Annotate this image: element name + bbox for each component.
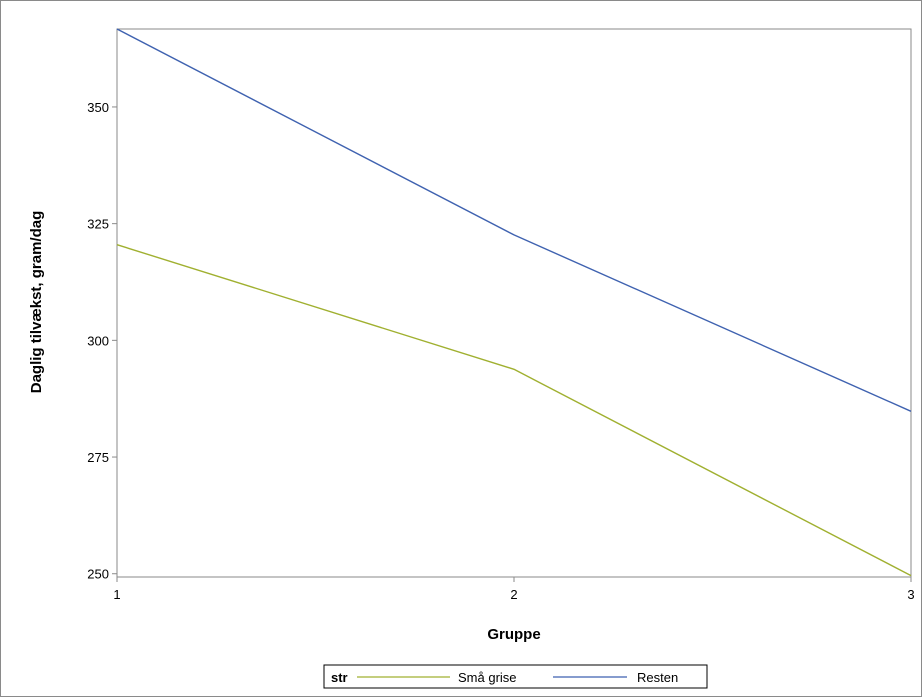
series-line-resten — [116, 28, 912, 412]
y-tick-label: 300 — [87, 333, 109, 348]
legend-label-resten: Resten — [637, 670, 678, 685]
legend-label-sma-grise: Små grise — [458, 670, 517, 685]
y-axis: 250 275 300 325 350 — [87, 100, 117, 582]
x-axis: 1 2 3 — [113, 577, 915, 602]
series-lines — [116, 28, 912, 577]
y-tick-label: 250 — [87, 567, 109, 582]
y-tick-label: 325 — [87, 217, 109, 232]
legend: str Små grise Resten — [323, 664, 708, 689]
x-axis-title: Gruppe — [487, 626, 540, 643]
series-line-sma-grise — [116, 244, 912, 577]
y-tick-label: 350 — [87, 100, 109, 115]
x-tick-label: 3 — [907, 587, 914, 602]
x-tick-label: 1 — [113, 587, 120, 602]
plot-area — [116, 28, 912, 578]
legend-box — [323, 664, 708, 689]
y-tick-label: 275 — [87, 450, 109, 465]
y-axis-title: Daglig tilvækst, gram/dag — [28, 211, 45, 394]
legend-title: str — [331, 670, 348, 685]
x-tick-label: 2 — [510, 587, 517, 602]
